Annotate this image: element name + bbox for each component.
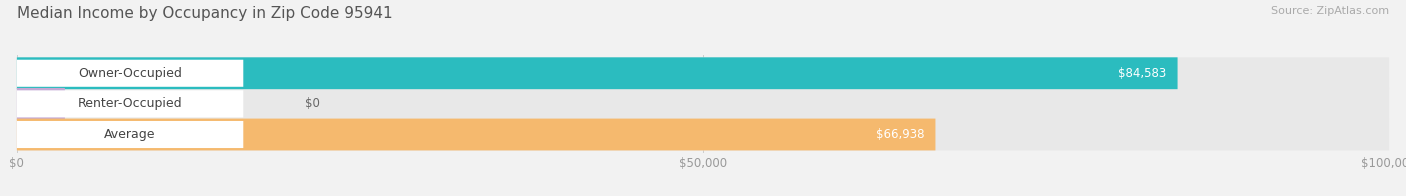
Text: Owner-Occupied: Owner-Occupied bbox=[79, 67, 181, 80]
FancyBboxPatch shape bbox=[17, 121, 243, 148]
Text: $84,583: $84,583 bbox=[1118, 67, 1167, 80]
Text: Source: ZipAtlas.com: Source: ZipAtlas.com bbox=[1271, 6, 1389, 16]
FancyBboxPatch shape bbox=[17, 57, 1178, 89]
FancyBboxPatch shape bbox=[17, 90, 243, 117]
FancyBboxPatch shape bbox=[17, 88, 1389, 120]
Text: Average: Average bbox=[104, 128, 156, 141]
FancyBboxPatch shape bbox=[17, 60, 243, 87]
FancyBboxPatch shape bbox=[17, 88, 65, 120]
FancyBboxPatch shape bbox=[17, 119, 1389, 151]
Text: Renter-Occupied: Renter-Occupied bbox=[77, 97, 183, 110]
Text: $66,938: $66,938 bbox=[876, 128, 925, 141]
FancyBboxPatch shape bbox=[17, 57, 1389, 89]
FancyBboxPatch shape bbox=[17, 119, 935, 151]
Text: $0: $0 bbox=[305, 97, 321, 110]
Text: Median Income by Occupancy in Zip Code 95941: Median Income by Occupancy in Zip Code 9… bbox=[17, 6, 392, 21]
